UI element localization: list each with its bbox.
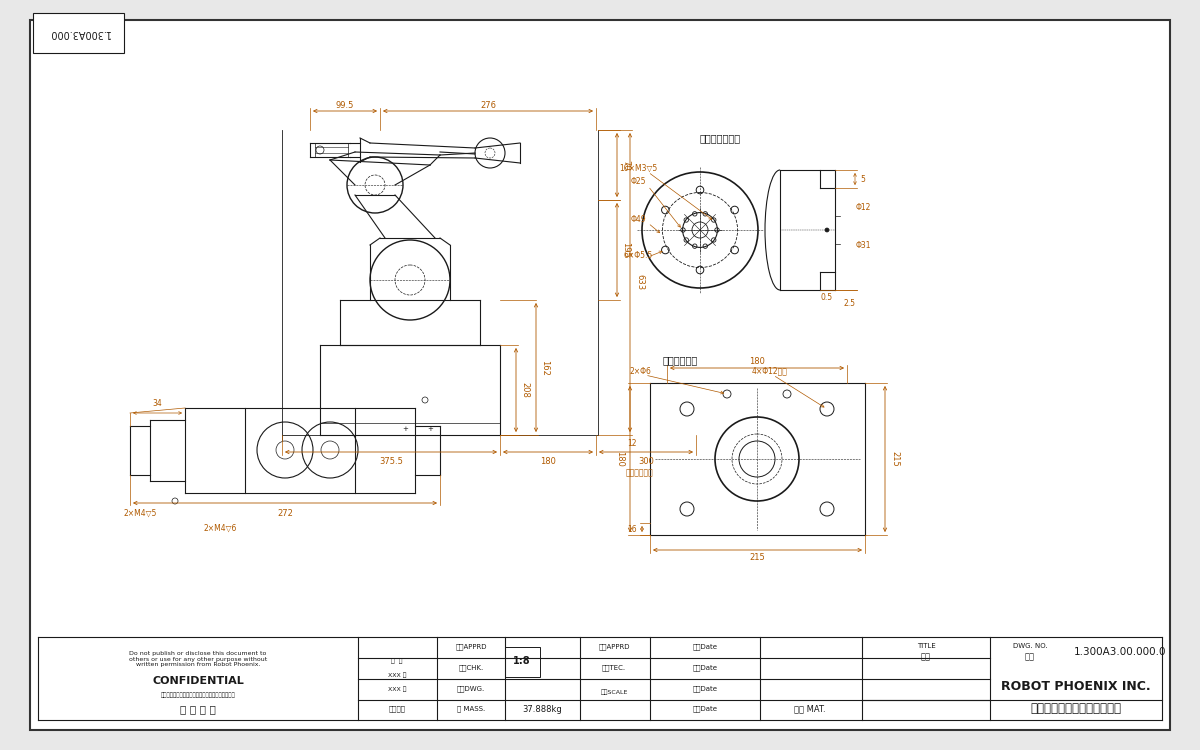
Text: 2×M4▽5: 2×M4▽5 [124,509,157,518]
Text: 37.888kg: 37.888kg [522,704,562,713]
Text: 2×Φ6: 2×Φ6 [629,367,650,376]
Text: 济南翼菲自动化科技有限公司: 济南翼菲自动化科技有限公司 [1031,703,1122,715]
Text: +: + [427,426,433,432]
Text: 300: 300 [638,458,654,466]
Text: 375.5: 375.5 [379,458,403,466]
Text: 工艺TEC.: 工艺TEC. [602,664,626,671]
Text: 215: 215 [749,553,764,562]
Text: 208: 208 [521,382,529,398]
Text: XXX 必: XXX 必 [388,672,407,678]
Text: 审核CHK.: 审核CHK. [458,664,484,671]
Text: 批准APPRD: 批准APPRD [599,644,630,650]
Text: 日期Date: 日期Date [692,706,718,712]
Text: 272: 272 [277,509,293,518]
Text: 633: 633 [636,274,644,290]
Text: 重 MASS.: 重 MASS. [457,706,485,712]
Text: 276: 276 [480,100,496,109]
Text: 机 密 文 件: 机 密 文 件 [180,704,216,714]
Circle shape [826,228,829,232]
Text: CONFIDENTIAL: CONFIDENTIAL [152,676,244,686]
Text: 材料 MAT.: 材料 MAT. [794,704,826,713]
Text: 0.5: 0.5 [821,293,833,302]
Text: Φ31: Φ31 [856,241,871,250]
Text: 10×M3▽5: 10×M3▽5 [619,164,658,172]
Text: DWG. NO.: DWG. NO. [1013,643,1048,649]
Text: 6×Φ5.5: 6×Φ5.5 [623,251,653,260]
Text: 线缆过线空间: 线缆过线空间 [626,469,654,478]
Text: Φ49: Φ49 [630,215,646,224]
Text: 日期Date: 日期Date [692,686,718,692]
Text: 12: 12 [628,440,637,448]
Text: 180: 180 [540,458,556,466]
Text: 图号: 图号 [1025,652,1034,662]
Text: 34: 34 [152,398,162,407]
Text: 批准APPRD: 批准APPRD [455,644,487,650]
Text: 日期Date: 日期Date [692,644,718,650]
Text: 215: 215 [890,452,900,466]
Text: 99.5: 99.5 [336,100,354,109]
Text: 检图DWG.: 检图DWG. [457,686,485,692]
Text: 70: 70 [622,160,630,170]
Text: 16: 16 [628,524,637,533]
Text: 5: 5 [860,175,865,184]
Text: ROBOT PHOENIX INC.: ROBOT PHOENIX INC. [1001,680,1151,694]
Text: 2.5: 2.5 [844,299,856,308]
Text: 机审公量: 机审公量 [389,706,406,712]
Text: 1:8: 1:8 [514,656,530,666]
Text: 日期Date: 日期Date [692,664,718,671]
Text: 比例SCALE: 比例SCALE [600,689,628,694]
Text: 180: 180 [616,451,624,467]
Text: 名称: 名称 [922,652,931,662]
Text: 180: 180 [749,356,764,365]
Text: Do not publish or disclose this document to
others or use for any other purpose : Do not publish or disclose this document… [128,651,268,668]
Text: 195: 195 [622,242,630,258]
Bar [505,647,540,677]
Text: Φ25: Φ25 [630,178,646,187]
Text: 162: 162 [540,359,550,376]
Text: 2×M4▽6: 2×M4▽6 [203,524,236,532]
Text: 1.300A3.000: 1.300A3.000 [48,28,109,38]
Text: 4×Φ12管道: 4×Φ12管道 [752,367,788,376]
Text: Φ12: Φ12 [856,203,871,212]
Text: 底座安装尼寸: 底座安装尼寸 [662,355,697,365]
Text: XXX 必: XXX 必 [388,686,407,692]
Text: TITLE: TITLE [917,643,935,649]
Text: 法兰盘安装尼寸: 法兰盘安装尼寸 [700,133,740,143]
Text: 1.300A3.00.000.0: 1.300A3.00.000.0 [1074,647,1166,657]
Text: 未经许可，本文件不可公开并且不得以任何方式使用: 未经许可，本文件不可公开并且不得以任何方式使用 [161,692,235,698]
Text: 比  必: 比 必 [391,658,403,664]
Text: +: + [402,426,408,432]
